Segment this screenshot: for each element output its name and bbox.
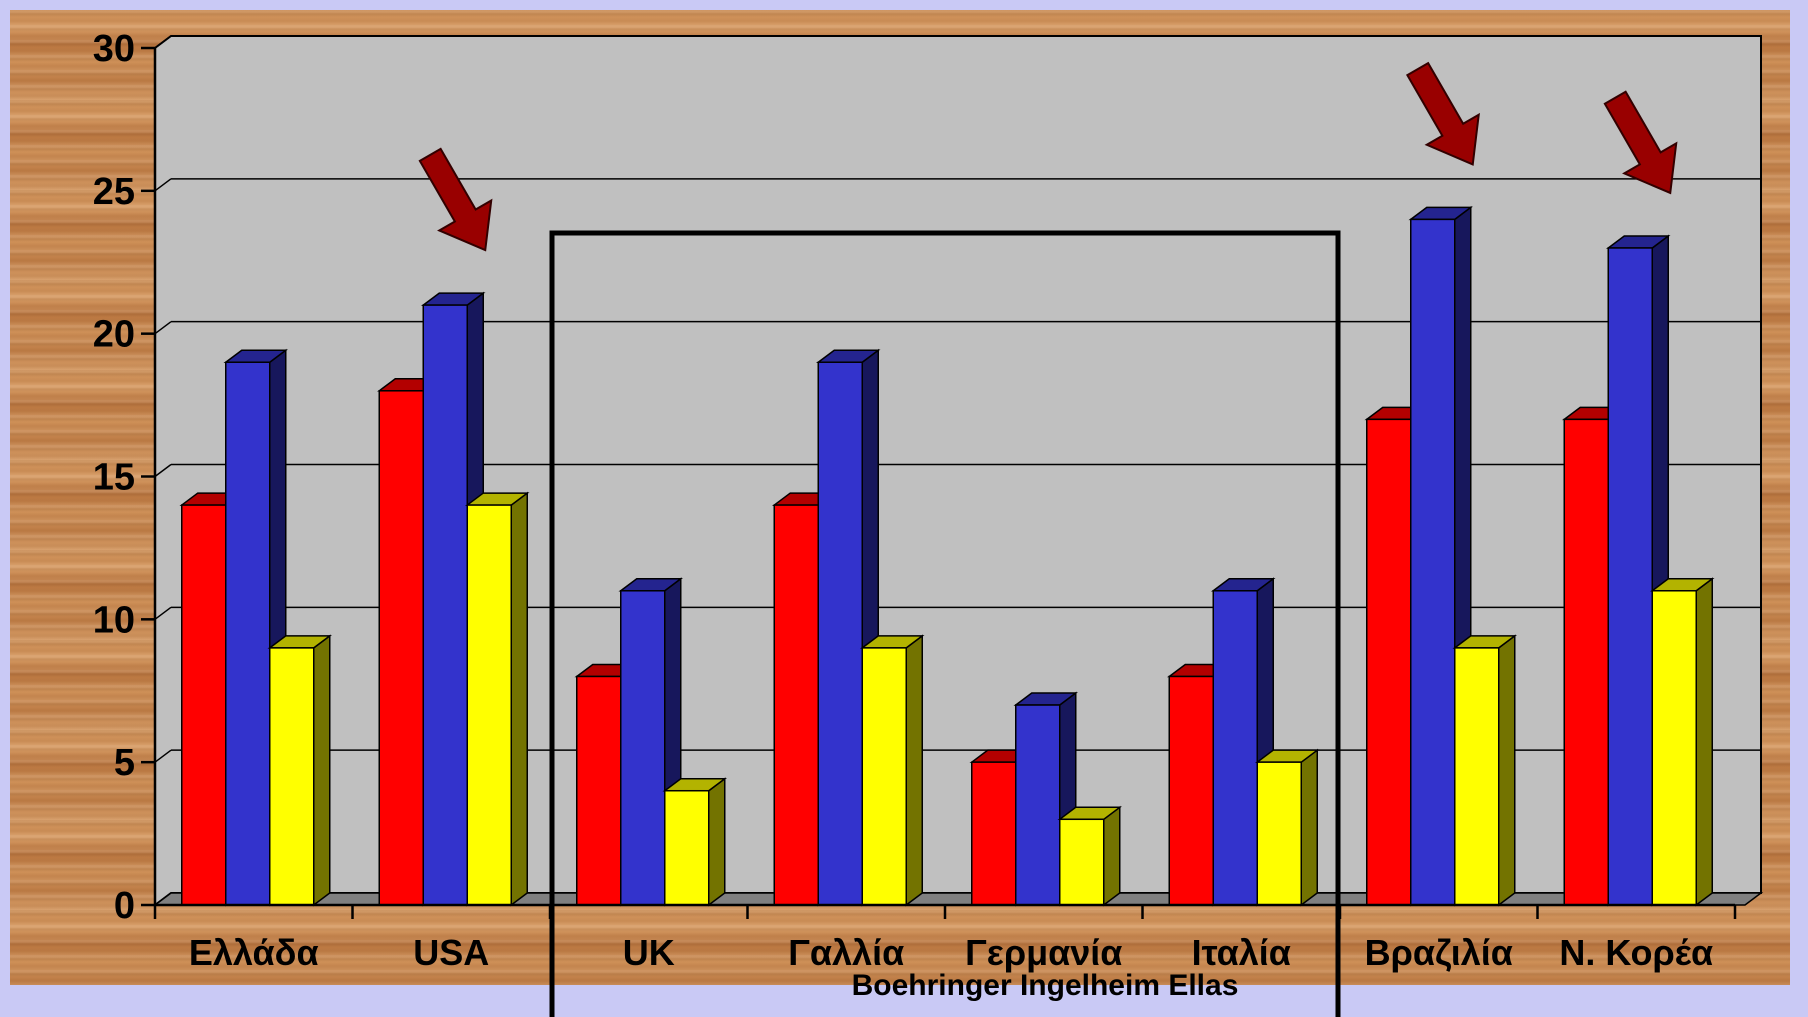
bar-5-1 xyxy=(1212,590,1258,906)
bar-side-6-2 xyxy=(1498,634,1516,907)
bars-layer xyxy=(179,205,1715,907)
bar-3-1 xyxy=(817,361,863,906)
gridline-depth xyxy=(154,749,172,763)
bar-1-1 xyxy=(422,304,468,906)
bar-2-1 xyxy=(620,590,666,906)
bar-6-2 xyxy=(1454,647,1500,906)
bar-side-2-2 xyxy=(708,777,726,907)
bar-4-1 xyxy=(1015,704,1061,906)
pointer-arrow xyxy=(1405,61,1480,166)
bar-side-5-2 xyxy=(1300,748,1318,907)
bar-side-7-2 xyxy=(1695,577,1713,907)
y-tick-label: 0 xyxy=(114,885,135,927)
x-tick-label: Γερμανία xyxy=(965,932,1122,973)
bar-3-0 xyxy=(773,504,819,906)
bar-1-0 xyxy=(378,390,424,906)
x-tick-label: Γαλλία xyxy=(788,932,904,973)
bar-7-0 xyxy=(1563,418,1609,906)
bar-0-1 xyxy=(225,361,271,906)
bar-6-1 xyxy=(1410,218,1456,906)
y-tick-label: 30 xyxy=(93,28,135,70)
x-tick-label: UK xyxy=(623,932,675,973)
bar-7-1 xyxy=(1607,247,1653,906)
x-tick-label: Ελλάδα xyxy=(189,932,319,973)
pointer-arrow-shape xyxy=(418,147,493,252)
bar-2-2 xyxy=(664,789,710,906)
bar-6-0 xyxy=(1366,418,1412,906)
gridline-depth xyxy=(154,463,172,478)
axis-layer: 0 5 10 15 20 25 30 Ελλάδα USA UK Γαλλία Γερμανία Ιτα… xyxy=(93,28,1737,973)
footer-text: Boehringer Ingelheim Ellas xyxy=(852,969,1239,1002)
pointer-arrow-shape xyxy=(1603,90,1678,195)
pointer-arrow xyxy=(418,147,493,252)
bar-7-2 xyxy=(1651,590,1697,906)
y-tick-label: 20 xyxy=(93,314,135,356)
overlay-layer xyxy=(418,61,1678,1017)
bar-5-2 xyxy=(1256,761,1302,906)
x-tick-label: USA xyxy=(413,932,489,973)
gridline-depth xyxy=(154,178,172,192)
bar-0-2 xyxy=(269,647,315,906)
x-tick-label: Ν. Κορέα xyxy=(1559,932,1713,973)
bar-side-1-2 xyxy=(510,491,528,907)
bar-side-4-2 xyxy=(1103,805,1121,907)
bar-1-2 xyxy=(466,504,512,906)
bar-4-0 xyxy=(971,761,1017,906)
bar-side-3-2 xyxy=(905,634,923,907)
y-tick-label: 15 xyxy=(93,457,135,499)
gridline-depth xyxy=(154,35,172,49)
bar-4-2 xyxy=(1059,818,1105,906)
bar-0-0 xyxy=(181,504,227,906)
x-tick-label: Ιταλία xyxy=(1192,932,1291,973)
bar-5-0 xyxy=(1168,675,1214,906)
bar-2-0 xyxy=(576,675,622,906)
y-tick-label: 10 xyxy=(93,599,135,641)
x-tick-label: Βραζιλία xyxy=(1365,932,1513,973)
y-tick-label: 25 xyxy=(93,171,135,213)
pointer-arrow-shape xyxy=(1405,61,1480,166)
highlight-box xyxy=(549,230,1341,1017)
bar-3-2 xyxy=(861,647,907,906)
gridline-depth xyxy=(154,606,172,620)
pointer-arrow xyxy=(1603,90,1678,195)
gridline-depth xyxy=(154,321,172,335)
bar-side-0-2 xyxy=(313,634,331,907)
y-tick-label: 5 xyxy=(114,742,135,784)
